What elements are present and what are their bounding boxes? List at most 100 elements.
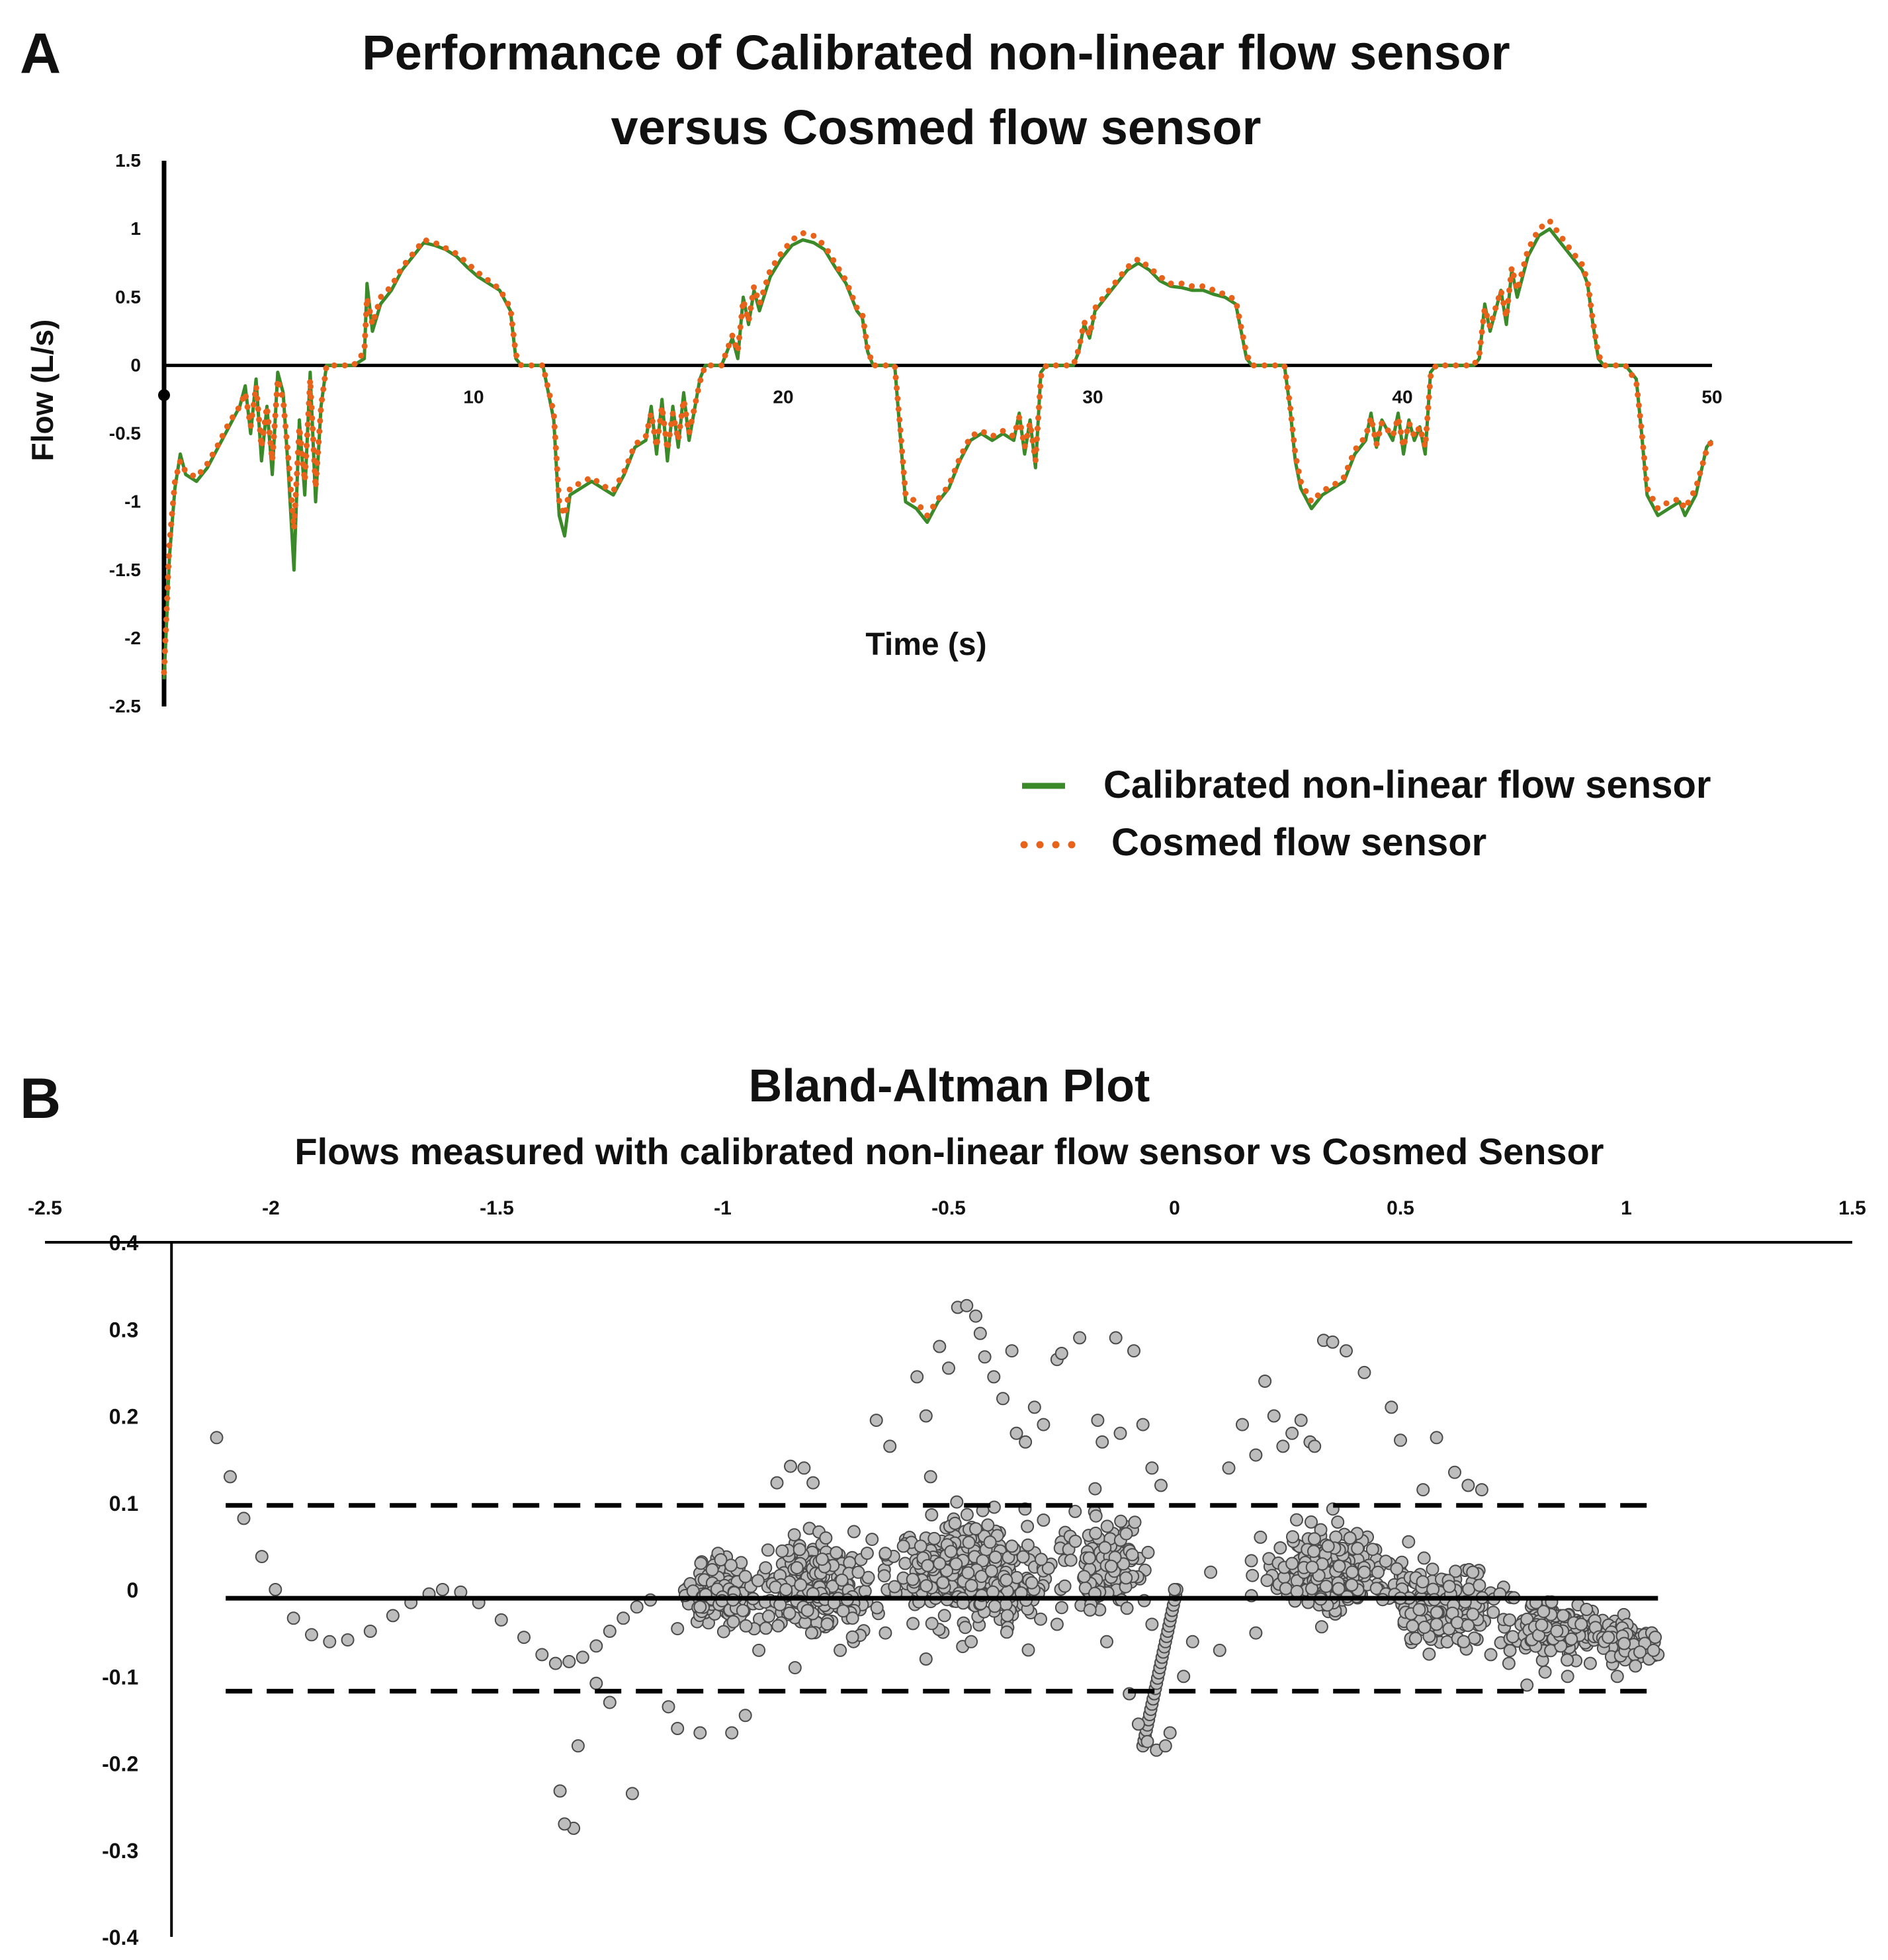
bland-altman-point — [949, 1557, 963, 1571]
bland-altman-point — [436, 1583, 449, 1596]
bland-altman-point — [1506, 1630, 1520, 1644]
bland-altman-point — [210, 1431, 224, 1445]
panel-a-y-tick-label: 0 — [130, 355, 141, 375]
bland-altman-point — [1314, 1523, 1328, 1537]
bland-altman-point — [933, 1556, 947, 1570]
panel-a-y-ticks: 1.5 1 0.5 0 -0.5 -1 -1.5 -2 -2.5 — [109, 150, 141, 716]
bland-altman-point — [978, 1350, 992, 1364]
bland-altman-point — [1583, 1656, 1597, 1670]
bland-altman-point — [771, 1619, 785, 1633]
bland-altman-point — [969, 1309, 982, 1323]
bland-altman-point — [671, 1622, 685, 1636]
panel-b-y-tick-label: 0.3 — [109, 1318, 138, 1342]
bland-altman-point — [1088, 1482, 1102, 1496]
panel-b-x-tick-label: -2 — [262, 1197, 280, 1219]
bland-altman-point — [1484, 1648, 1498, 1662]
bland-altman-point — [793, 1543, 806, 1556]
bland-altman-point — [1430, 1431, 1443, 1445]
panel-a-y-tick-label: -2 — [124, 628, 141, 648]
bland-altman-point — [1273, 1541, 1287, 1555]
bland-altman-point — [1314, 1620, 1328, 1634]
bland-altman-point — [961, 1566, 975, 1580]
bland-altman-point — [1290, 1513, 1303, 1527]
calibrated-sensor-line — [162, 227, 1713, 679]
bland-altman-point — [589, 1676, 603, 1690]
legend-cosmed-label: Cosmed flow sensor — [1111, 821, 1486, 864]
bland-altman-point — [1561, 1653, 1574, 1667]
bland-altman-point — [804, 1626, 818, 1640]
bland-altman-point — [942, 1361, 955, 1375]
bland-altman-point — [974, 1570, 988, 1584]
bland-altman-point — [1357, 1565, 1371, 1579]
bland-altman-point — [1037, 1513, 1051, 1527]
bland-altman-point — [1406, 1619, 1420, 1633]
bland-altman-point — [1021, 1538, 1035, 1552]
bland-altman-point — [1565, 1632, 1578, 1646]
bland-altman-point — [1408, 1631, 1422, 1645]
bland-altman-point — [1236, 1418, 1249, 1431]
bland-altman-point — [1041, 1561, 1055, 1575]
bland-altman-point — [775, 1544, 789, 1558]
panel-a-x-ticks: 10 20 30 40 50 — [158, 386, 1723, 407]
bland-altman-point — [1054, 1347, 1068, 1360]
bland-altman-point — [1449, 1564, 1463, 1578]
bland-altman-point — [869, 1414, 883, 1427]
bland-altman-point — [1430, 1605, 1443, 1619]
panel-a: A Performance of Calibrated non-linear f… — [20, 22, 1723, 864]
bland-altman-point — [705, 1563, 719, 1576]
bland-altman-point — [988, 1599, 1002, 1613]
panel-a-y-tick-label: -1 — [124, 491, 141, 512]
bland-altman-point — [1418, 1621, 1432, 1634]
bland-altman-point — [1451, 1616, 1464, 1629]
bland-altman-point — [761, 1543, 775, 1557]
bland-altman-point — [898, 1556, 912, 1570]
panel-b-x-tick-label: 0 — [1169, 1197, 1180, 1219]
bland-altman-point — [988, 1551, 1002, 1564]
bland-altman-point — [738, 1570, 752, 1584]
bland-altman-point — [835, 1573, 849, 1587]
bland-altman-point — [1461, 1619, 1475, 1633]
bland-altman-point — [1082, 1551, 1096, 1565]
bland-altman-point — [1114, 1514, 1128, 1528]
bland-altman-point — [1109, 1331, 1123, 1345]
bland-altman-point — [1457, 1635, 1471, 1648]
bland-altman-point — [1321, 1539, 1335, 1553]
bland-altman-point — [1021, 1643, 1035, 1657]
bland-altman-point — [1267, 1409, 1281, 1423]
bland-altman-point — [794, 1578, 808, 1592]
bland-altman-point — [1050, 1617, 1064, 1631]
bland-altman-point — [1125, 1548, 1139, 1562]
bland-altman-point — [1119, 1571, 1133, 1585]
bland-altman-point — [1222, 1461, 1236, 1475]
bland-altman-point — [1254, 1530, 1267, 1544]
bland-altman-point — [1058, 1579, 1072, 1593]
bland-altman-point — [1649, 1631, 1662, 1644]
bland-altman-point — [1258, 1375, 1272, 1388]
bland-altman-point — [1308, 1439, 1322, 1453]
bland-altman-point — [847, 1525, 861, 1539]
bland-altman-point — [1422, 1647, 1436, 1661]
bland-altman-point — [973, 1326, 987, 1340]
bland-altman-point — [725, 1726, 739, 1740]
bland-altman-point — [1326, 1335, 1340, 1349]
bland-altman-point — [920, 1579, 933, 1593]
bland-altman-point — [1005, 1344, 1019, 1358]
bland-altman-point — [603, 1695, 617, 1709]
bland-altman-point — [625, 1787, 639, 1801]
bland-altman-point — [1340, 1344, 1353, 1358]
bland-altman-point — [965, 1635, 978, 1648]
bland-altman-point — [1120, 1601, 1134, 1615]
bland-altman-point — [1371, 1565, 1385, 1579]
panel-a-x-tick-label: 20 — [773, 386, 793, 407]
bland-altman-point — [1307, 1545, 1320, 1558]
bland-altman-point — [983, 1535, 997, 1549]
bland-altman-point — [1332, 1559, 1346, 1573]
panel-a-y-tick-label: 1 — [130, 218, 141, 239]
bland-altman-point — [1077, 1570, 1091, 1584]
bland-altman-point — [1098, 1541, 1112, 1555]
bland-altman-point — [906, 1572, 920, 1586]
bland-altman-point — [1128, 1515, 1142, 1529]
bland-altman-point — [950, 1495, 964, 1509]
bland-altman-point — [553, 1784, 567, 1798]
bland-altman-point — [1285, 1426, 1299, 1440]
